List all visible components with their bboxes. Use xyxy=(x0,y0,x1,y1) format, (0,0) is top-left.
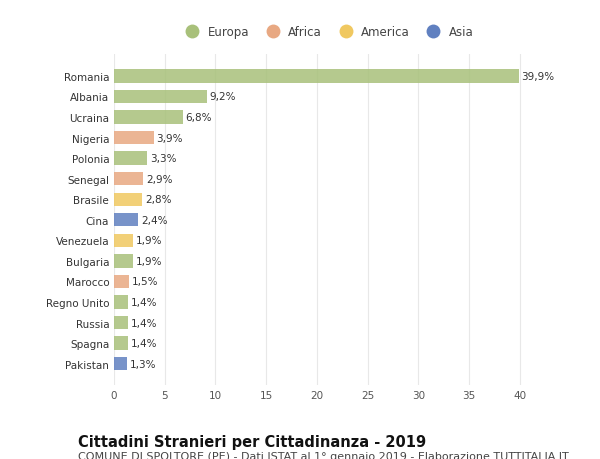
Text: 1,9%: 1,9% xyxy=(136,236,163,246)
Text: 2,4%: 2,4% xyxy=(141,215,167,225)
Bar xyxy=(114,111,183,124)
Bar xyxy=(114,173,143,186)
Bar xyxy=(114,193,142,207)
Bar xyxy=(114,316,128,330)
Bar xyxy=(114,213,139,227)
Text: 1,4%: 1,4% xyxy=(131,297,157,308)
Text: 6,8%: 6,8% xyxy=(185,113,212,123)
Text: 1,4%: 1,4% xyxy=(131,338,157,348)
Bar xyxy=(114,70,519,84)
Legend: Europa, Africa, America, Asia: Europa, Africa, America, Asia xyxy=(176,21,478,44)
Text: 1,4%: 1,4% xyxy=(131,318,157,328)
Text: 2,9%: 2,9% xyxy=(146,174,172,185)
Bar xyxy=(114,296,128,309)
Text: COMUNE DI SPOLTORE (PE) - Dati ISTAT al 1° gennaio 2019 - Elaborazione TUTTITALI: COMUNE DI SPOLTORE (PE) - Dati ISTAT al … xyxy=(78,451,569,459)
Text: 2,8%: 2,8% xyxy=(145,195,172,205)
Text: 1,5%: 1,5% xyxy=(132,277,158,287)
Text: 3,3%: 3,3% xyxy=(150,154,176,164)
Text: Cittadini Stranieri per Cittadinanza - 2019: Cittadini Stranieri per Cittadinanza - 2… xyxy=(78,434,426,449)
Bar xyxy=(114,275,129,289)
Bar xyxy=(114,90,208,104)
Bar xyxy=(114,132,154,145)
Text: 3,9%: 3,9% xyxy=(156,133,182,143)
Text: 1,3%: 1,3% xyxy=(130,359,156,369)
Bar xyxy=(114,152,148,165)
Text: 9,2%: 9,2% xyxy=(210,92,236,102)
Bar xyxy=(114,357,127,370)
Bar xyxy=(114,255,133,268)
Bar xyxy=(114,234,133,247)
Bar xyxy=(114,337,128,350)
Text: 39,9%: 39,9% xyxy=(521,72,554,82)
Text: 1,9%: 1,9% xyxy=(136,256,163,266)
